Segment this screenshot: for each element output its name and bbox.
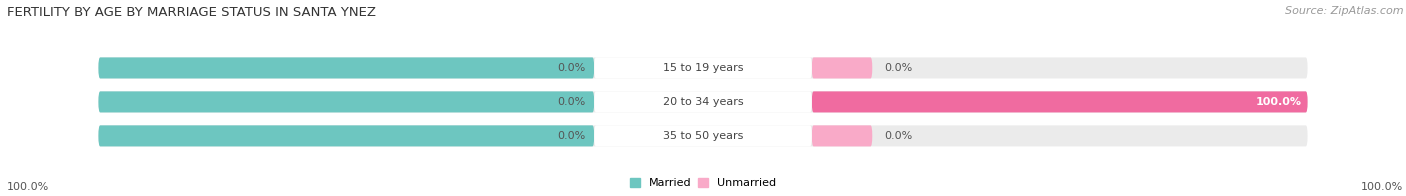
FancyBboxPatch shape (595, 57, 811, 78)
FancyBboxPatch shape (595, 91, 811, 113)
Text: 0.0%: 0.0% (884, 63, 912, 73)
FancyBboxPatch shape (98, 125, 1308, 146)
Text: 100.0%: 100.0% (1361, 182, 1403, 192)
FancyBboxPatch shape (98, 91, 1308, 113)
Text: Source: ZipAtlas.com: Source: ZipAtlas.com (1285, 6, 1403, 16)
FancyBboxPatch shape (98, 57, 595, 78)
FancyBboxPatch shape (98, 91, 595, 113)
Text: 0.0%: 0.0% (557, 63, 585, 73)
Text: 0.0%: 0.0% (557, 131, 585, 141)
Text: 100.0%: 100.0% (1256, 97, 1302, 107)
Text: 0.0%: 0.0% (884, 131, 912, 141)
Text: 35 to 50 years: 35 to 50 years (662, 131, 744, 141)
FancyBboxPatch shape (98, 125, 595, 146)
Text: 15 to 19 years: 15 to 19 years (662, 63, 744, 73)
Text: 0.0%: 0.0% (557, 97, 585, 107)
FancyBboxPatch shape (811, 57, 872, 78)
Text: 20 to 34 years: 20 to 34 years (662, 97, 744, 107)
FancyBboxPatch shape (595, 125, 811, 146)
FancyBboxPatch shape (811, 125, 872, 146)
FancyBboxPatch shape (811, 91, 1308, 113)
FancyBboxPatch shape (98, 57, 1308, 78)
Text: FERTILITY BY AGE BY MARRIAGE STATUS IN SANTA YNEZ: FERTILITY BY AGE BY MARRIAGE STATUS IN S… (7, 6, 375, 19)
Legend: Married, Unmarried: Married, Unmarried (630, 178, 776, 189)
Text: 100.0%: 100.0% (7, 182, 49, 192)
